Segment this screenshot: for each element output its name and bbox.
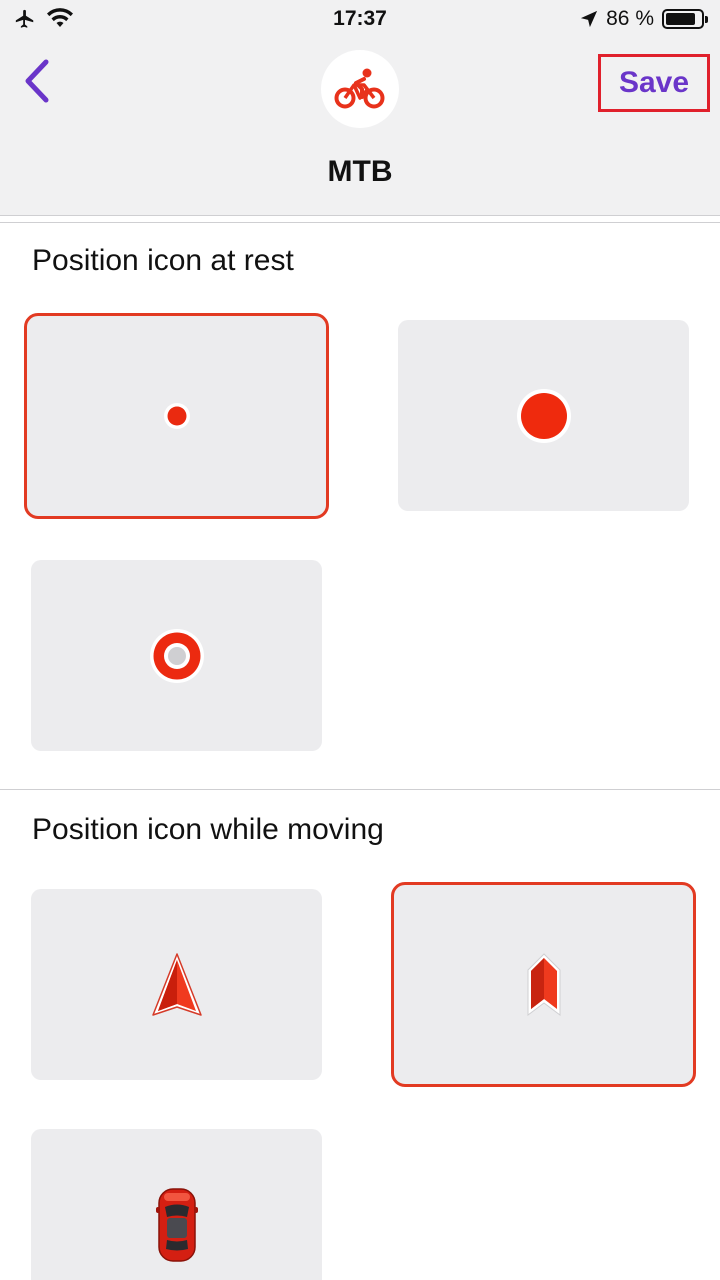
section-title-at-rest: Position icon at rest	[32, 244, 294, 277]
wifi-icon	[47, 8, 73, 27]
chevron-marker-icon	[527, 952, 560, 1016]
header: 17:37 86 % MTB Save	[0, 0, 720, 215]
save-button[interactable]: Save	[598, 54, 710, 112]
divider	[0, 222, 720, 223]
moving-option-navigation-arrow[interactable]	[31, 889, 322, 1080]
battery-percentage: 86 %	[606, 7, 654, 30]
moving-option-chevron-marker[interactable]	[391, 882, 696, 1087]
rest-option-small-dot[interactable]	[24, 313, 329, 519]
chevron-left-icon	[25, 59, 49, 103]
ring-dot-icon	[149, 628, 204, 683]
location-arrow-icon	[581, 10, 598, 28]
status-time: 17:37	[333, 7, 387, 30]
rest-option-ring-dot[interactable]	[31, 560, 322, 751]
section-title-while-moving: Position icon while moving	[32, 813, 384, 846]
back-button[interactable]	[20, 58, 56, 104]
status-right: 86 %	[580, 7, 708, 31]
page-title: MTB	[327, 155, 393, 188]
status-left	[14, 8, 74, 30]
rest-option-large-dot[interactable]	[398, 320, 689, 511]
battery-icon	[662, 9, 708, 29]
large-dot-icon	[516, 388, 571, 443]
profile-icon-badge	[321, 50, 399, 128]
moving-option-car[interactable]	[31, 1129, 322, 1280]
bicycle-icon	[334, 68, 385, 109]
navigation-arrow-icon	[151, 952, 202, 1016]
status-bar: 17:37 86 %	[0, 0, 720, 40]
divider	[0, 789, 720, 790]
car-icon	[155, 1187, 198, 1262]
airplane-icon	[15, 9, 34, 28]
divider	[0, 215, 720, 216]
small-dot-icon	[163, 403, 190, 429]
